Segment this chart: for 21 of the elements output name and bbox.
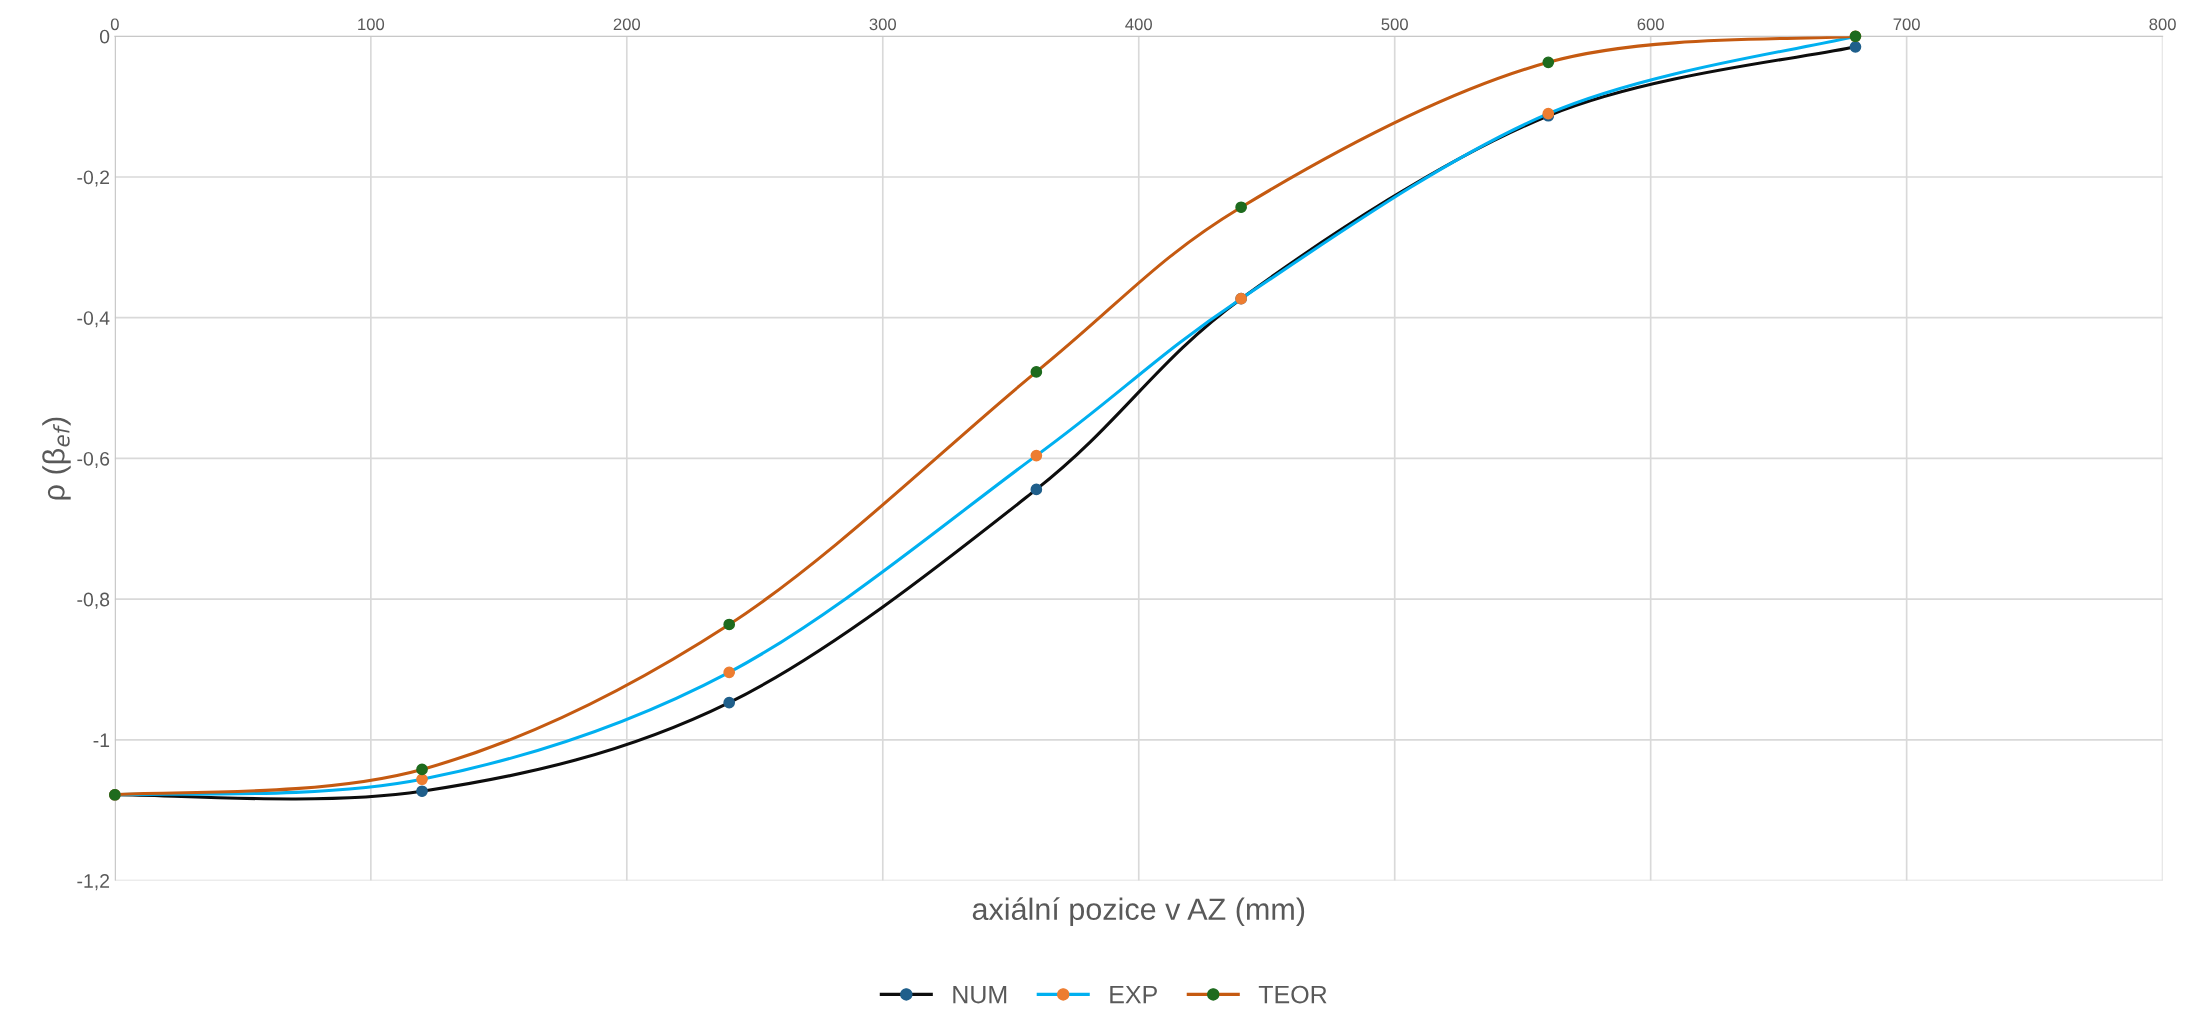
x-tick-label: 0: [110, 18, 119, 31]
y-tick-label: -0,2: [77, 170, 110, 187]
y-tick-label: -0,4: [77, 311, 110, 328]
y-tick-label: -0,8: [77, 592, 110, 609]
x-tick-label: 200: [613, 18, 641, 31]
x-tick-label: 600: [1637, 18, 1664, 31]
x-tick-label: 300: [869, 18, 897, 31]
x-tick-label: 800: [2149, 18, 2176, 31]
x-axis-title: axiální pozice v AZ (mm): [972, 897, 1305, 927]
legend-label: TEOR: [1258, 985, 1327, 1004]
x-tick-label: 500: [1381, 18, 1408, 31]
legend-label: NUM: [953, 985, 1007, 1004]
x-tick-label: 400: [1125, 18, 1152, 31]
y-tick-label: -1: [93, 733, 110, 747]
x-tick-label: 700: [1893, 18, 1920, 31]
y-axis-title: ρ (β$_{ef}$): [42, 417, 71, 500]
x-tick-label: 100: [358, 18, 385, 31]
y-tick-label: -1,2: [77, 874, 110, 891]
legend-label: EXP: [1110, 985, 1157, 1004]
y-tick-label: -0,6: [77, 451, 110, 468]
y-tick-label: 0: [99, 29, 110, 44]
